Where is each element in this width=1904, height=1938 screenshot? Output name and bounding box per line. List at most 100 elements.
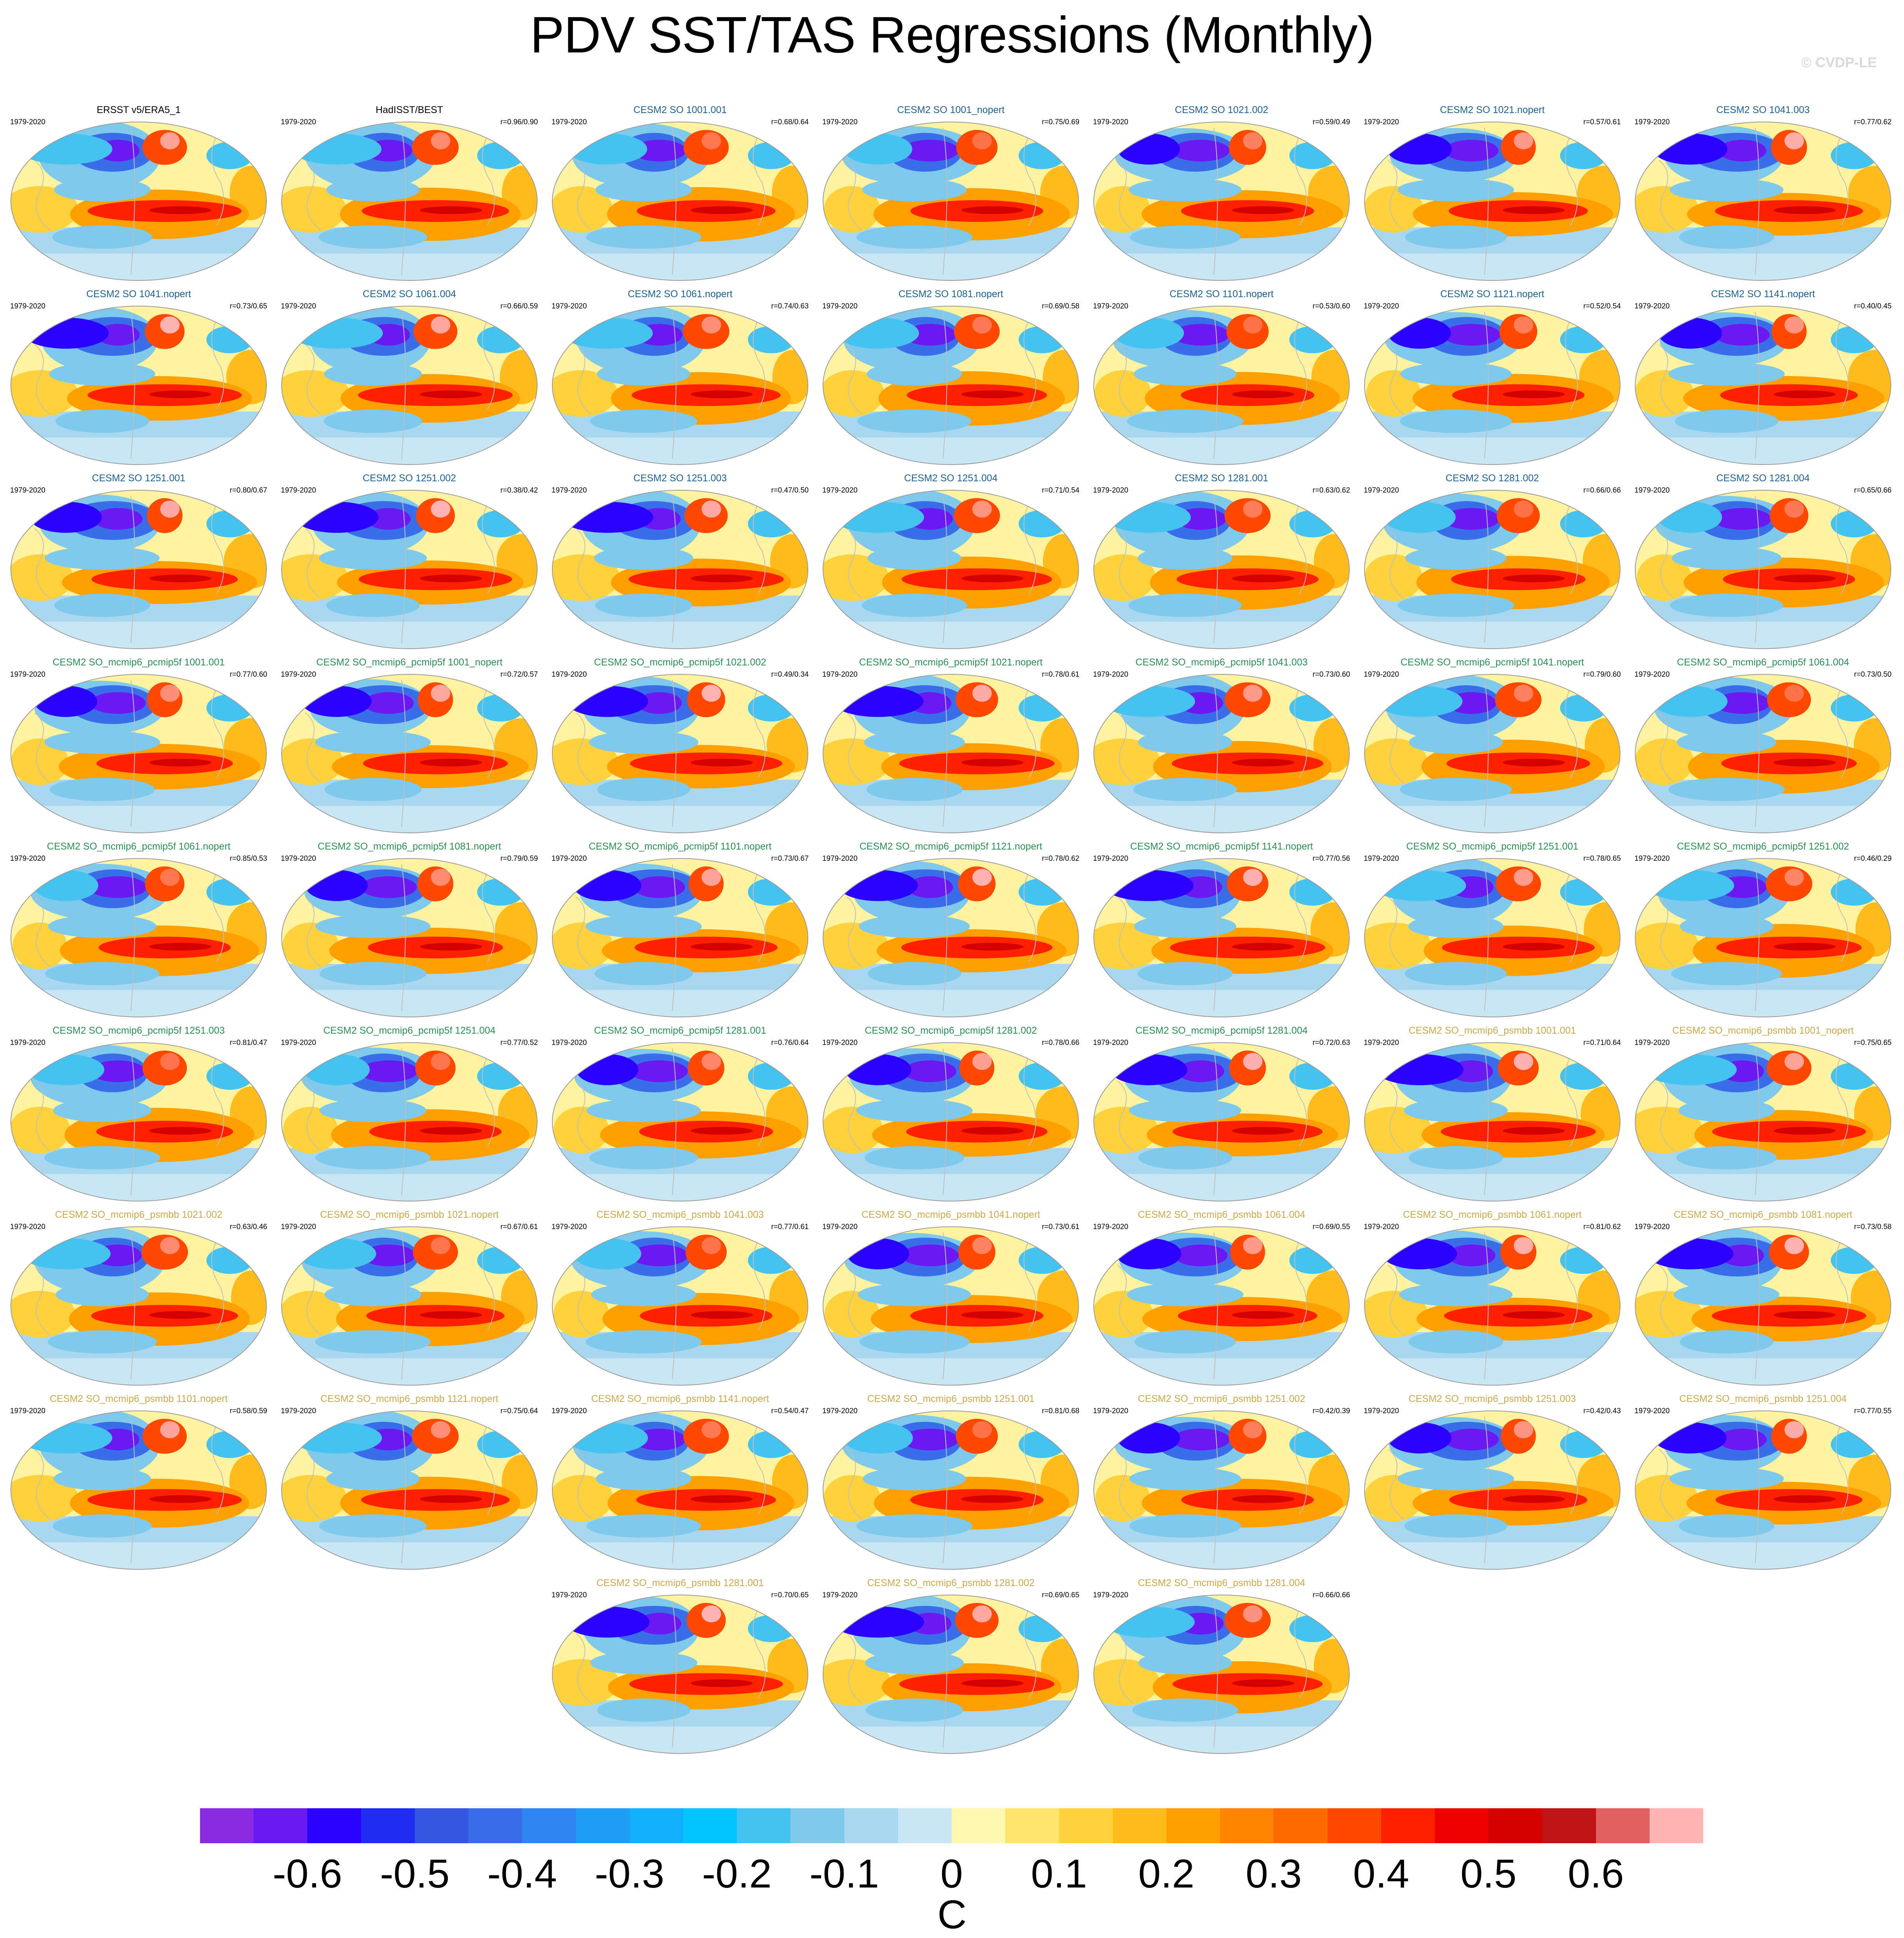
- regression-map: [9, 672, 269, 835]
- regression-map: [279, 1409, 540, 1572]
- regression-map: [9, 1224, 269, 1388]
- regression-map: [1362, 304, 1622, 467]
- colorbar-swatch: [1650, 1808, 1703, 1843]
- regression-map: [1091, 1040, 1352, 1203]
- map-panel: CESM2 SO 1251.003 1979-2020 r=0.47/0.50: [546, 472, 814, 655]
- regression-map: [1633, 1409, 1893, 1572]
- map-panel: CESM2 SO 1251.002 1979-2020 r=0.38/0.42: [275, 472, 543, 655]
- map-panel: CESM2 SO_mcmip6_pcmip5f 1251.002 1979-202…: [1629, 841, 1897, 1023]
- map-panel: CESM2 SO_mcmip6_psmbb 1041.003 1979-2020 r…: [546, 1209, 814, 1391]
- map-panel: CESM2 SO 1061.004 1979-2020 r=0.66/0.59: [275, 288, 543, 471]
- panel-title: CESM2 SO_mcmip6_pcmip5f 1101.nopert: [546, 841, 814, 852]
- regression-map: [550, 1593, 810, 1756]
- panel-title: CESM2 SO 1251.004: [817, 472, 1085, 484]
- map-panel: CESM2 SO_mcmip6_psmbb 1061.004 1979-2020 r…: [1088, 1209, 1356, 1391]
- map-panel: CESM2 SO_mcmip6_psmbb 1041.nopert 1979-20…: [817, 1209, 1085, 1391]
- map-panel: CESM2 SO_mcmip6_pcmip5f 1281.001 1979-202…: [546, 1025, 814, 1207]
- regression-map: [1091, 672, 1352, 835]
- regression-map: [550, 1224, 810, 1388]
- regression-map: [1091, 304, 1352, 467]
- colorbar-swatch: [361, 1808, 415, 1843]
- map-panel: CESM2 SO_mcmip6_pcmip5f 1251.001 1979-202…: [1358, 841, 1626, 1023]
- regression-map: [821, 1224, 1081, 1388]
- panel-title: CESM2 SO 1061.nopert: [546, 288, 814, 300]
- panel-title: CESM2 SO_mcmip6_pcmip5f 1021.nopert: [817, 656, 1085, 668]
- map-panel: CESM2 SO_mcmip6_psmbb 1021.nopert 1979-20…: [275, 1209, 543, 1391]
- panel-title: CESM2 SO_mcmip6_psmbb 1001_nopert: [1629, 1025, 1897, 1036]
- colorbar-tick-label: 0: [909, 1851, 994, 1897]
- map-panel: CESM2 SO 1041.003 1979-2020 r=0.77/0.62: [1629, 104, 1897, 287]
- colorbar-tick-label: -0.5: [372, 1851, 458, 1897]
- colorbar-swatch: [630, 1808, 683, 1843]
- regression-map: [9, 120, 269, 283]
- panel-title: CESM2 SO 1001.001: [546, 104, 814, 116]
- colorbar-swatch: [1220, 1808, 1274, 1843]
- regression-map: [279, 672, 540, 835]
- panel-title: CESM2 SO_mcmip6_psmbb 1251.004: [1629, 1393, 1897, 1405]
- colorbar-swatch: [1435, 1808, 1488, 1843]
- map-panel: CESM2 SO_mcmip6_pcmip5f 1061.004 1979-202…: [1629, 656, 1897, 839]
- map-panel: CESM2 SO 1251.001 1979-2020 r=0.80/0.67: [5, 472, 273, 655]
- colorbar-swatch: [468, 1808, 522, 1843]
- regression-map: [550, 1040, 810, 1203]
- panel-title: CESM2 SO_mcmip6_pcmip5f 1281.002: [817, 1025, 1085, 1036]
- regression-map: [1633, 856, 1893, 1019]
- colorbar-tick-label: -0.6: [265, 1851, 350, 1897]
- map-panel: CESM2 SO_mcmip6_pcmip5f 1251.003 1979-202…: [5, 1025, 273, 1207]
- map-panel: CESM2 SO_mcmip6_psmbb 1001_nopert 1979-20…: [1629, 1025, 1897, 1207]
- regression-map: [550, 120, 810, 283]
- map-panel: CESM2 SO_mcmip6_psmbb 1101.nopert 1979-20…: [5, 1393, 273, 1576]
- regression-map: [1633, 1040, 1893, 1203]
- panel-title: CESM2 SO_mcmip6_psmbb 1141.nopert: [546, 1393, 814, 1405]
- regression-map: [550, 672, 810, 835]
- regression-map: [1091, 1409, 1352, 1572]
- panel-title: CESM2 SO 1021.002: [1088, 104, 1356, 116]
- regression-map: [821, 1040, 1081, 1203]
- panel-title: CESM2 SO_mcmip6_pcmip5f 1061.nopert: [5, 841, 273, 852]
- panel-title: ERSST v5/ERA5_1: [5, 104, 273, 116]
- panel-title: CESM2 SO_mcmip6_pcmip5f 1251.002: [1629, 841, 1897, 852]
- map-panel: CESM2 SO_mcmip6_pcmip5f 1041.003 1979-202…: [1088, 656, 1356, 839]
- panel-title: CESM2 SO_mcmip6_pcmip5f 1281.001: [546, 1025, 814, 1036]
- colorbar-tick-label: -0.2: [694, 1851, 780, 1897]
- map-panel: CESM2 SO_mcmip6_psmbb 1141.nopert 1979-20…: [546, 1393, 814, 1576]
- map-panel: CESM2 SO_mcmip6_pcmip5f 1281.002 1979-202…: [817, 1025, 1085, 1207]
- colorbar-tick-labels: -0.6 -0.5 -0.4 -0.3 -0.2 -0.1 0 0.1 0.2 0.3 0.4 0.5…: [200, 1851, 1703, 1898]
- panel-title: CESM2 SO_mcmip6_psmbb 1281.004: [1088, 1577, 1356, 1589]
- regression-map: [1362, 1224, 1622, 1388]
- colorbar-swatch: [522, 1808, 576, 1843]
- regression-map: [279, 856, 540, 1019]
- colorbar-swatch: [307, 1808, 361, 1843]
- regression-map: [550, 304, 810, 467]
- panel-title: CESM2 SO_mcmip6_pcmip5f 1281.004: [1088, 1025, 1356, 1036]
- regression-map: [821, 856, 1081, 1019]
- panel-title: CESM2 SO 1251.003: [546, 472, 814, 484]
- map-panel: CESM2 SO_mcmip6_pcmip5f 1001_nopert 1979-…: [275, 656, 543, 839]
- panel-title: CESM2 SO_mcmip6_pcmip5f 1041.003: [1088, 656, 1356, 668]
- panel-title: CESM2 SO 1041.nopert: [5, 288, 273, 300]
- regression-map: [1362, 672, 1622, 835]
- regression-map: [550, 856, 810, 1019]
- panel-title: CESM2 SO 1281.004: [1629, 472, 1897, 484]
- map-panel: CESM2 SO 1081.nopert 1979-2020 r=0.69/0.58: [817, 288, 1085, 471]
- panel-title: CESM2 SO_mcmip6_pcmip5f 1121.nopert: [817, 841, 1085, 852]
- map-panel: CESM2 SO_mcmip6_psmbb 1081.nopert 1979-20…: [1629, 1209, 1897, 1391]
- panel-title: CESM2 SO 1251.002: [275, 472, 543, 484]
- panel-title: CESM2 SO_mcmip6_psmbb 1101.nopert: [5, 1393, 273, 1405]
- map-panel: HadISST/BEST 1979-2020 r=0.96/0.90: [275, 104, 543, 287]
- map-panel: CESM2 SO_mcmip6_pcmip5f 1141.nopert 1979-…: [1088, 841, 1356, 1023]
- regression-map: [9, 1409, 269, 1572]
- regression-map: [550, 488, 810, 651]
- panel-title: CESM2 SO 1081.nopert: [817, 288, 1085, 300]
- panel-title: CESM2 SO_mcmip6_pcmip5f 1081.nopert: [275, 841, 543, 852]
- panel-title: CESM2 SO 1061.004: [275, 288, 543, 300]
- map-panel: CESM2 SO_mcmip6_pcmip5f 1061.nopert 1979-…: [5, 841, 273, 1023]
- regression-map: [9, 856, 269, 1019]
- map-panel: CESM2 SO_mcmip6_pcmip5f 1021.nopert 1979-…: [817, 656, 1085, 839]
- regression-map: [821, 488, 1081, 651]
- panel-title: CESM2 SO_mcmip6_pcmip5f 1041.nopert: [1358, 656, 1626, 668]
- regression-map: [821, 304, 1081, 467]
- colorbar-swatch: [200, 1808, 254, 1843]
- colorbar-swatch: [1381, 1808, 1435, 1843]
- regression-map: [279, 304, 540, 467]
